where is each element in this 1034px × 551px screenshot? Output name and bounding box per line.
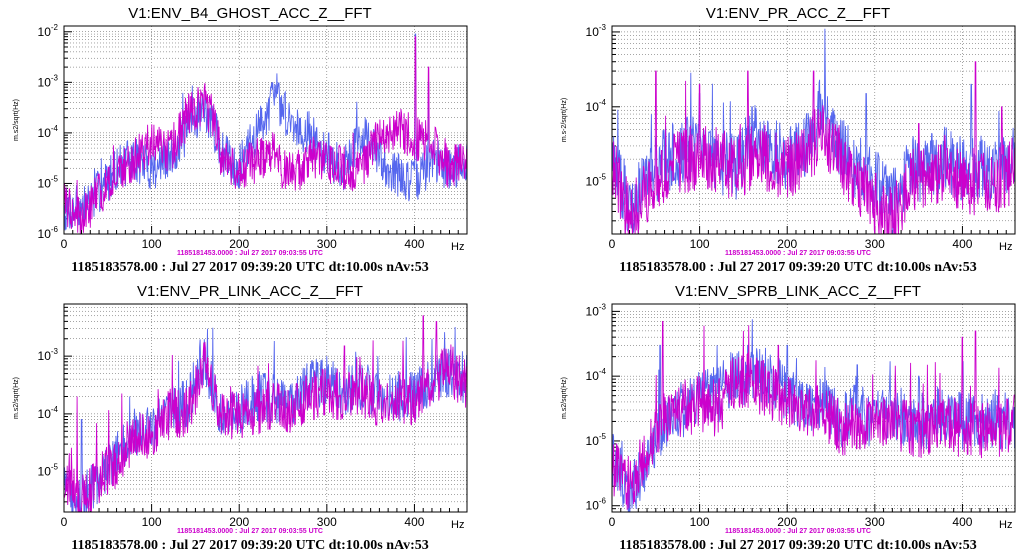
y-tick-label: 10-3: [38, 73, 59, 89]
x-tick-label: 200: [777, 237, 797, 251]
reference-timestamp: 1185181453.0000 : Jul 27 2017 09:03:55 U…: [177, 528, 323, 535]
y-tick-label: 10-5: [38, 463, 59, 479]
x-tick-label: 0: [61, 237, 68, 251]
reference-timestamp: 1185181453.0000 : Jul 27 2017 09:03:55 U…: [725, 250, 871, 257]
chart-svg: V1:ENV_PR_ACC_Z__FFT m.s-2/sqrt(Hz) 10-5 10…: [561, 5, 1016, 275]
current-trace: [64, 326, 467, 512]
y-axis-label: m.s2/sqrt(Hz): [13, 377, 20, 419]
x-tick-label: 0: [61, 515, 68, 529]
x-tick-label: 100: [142, 237, 162, 251]
x-tick-label: 100: [690, 515, 710, 529]
current-trace: [612, 319, 1015, 512]
x-tick-label: 400: [952, 515, 972, 529]
x-tick-label: 400: [952, 237, 972, 251]
x-tick-label: 200: [229, 237, 249, 251]
chart-title: V1:ENV_SPRB_LINK_ACC_Z__FFT: [675, 283, 921, 300]
x-tick-label: 300: [865, 515, 885, 529]
chart-title: V1:ENV_PR_ACC_Z__FFT: [706, 5, 890, 22]
chart-title: V1:ENV_PR_LINK_ACC_Z__FFT: [137, 283, 363, 300]
chart-panel-sprb-link: V1:ENV_SPRB_LINK_ACC_Z__FFT m.s2/sqrt(Hz)…: [548, 278, 1034, 551]
measurement-footer: 1185183578.00 : Jul 27 2017 09:39:20 UTC…: [71, 260, 429, 275]
reference-trace: [612, 61, 1015, 234]
x-tick-label: 200: [229, 515, 249, 529]
reference-trace: [64, 36, 467, 234]
x-axis-unit: Hz: [999, 241, 1012, 253]
x-tick-label: 0: [609, 515, 616, 529]
y-axis-label: m.s2/sqrt(Hz): [561, 377, 568, 419]
reference-trace: [612, 320, 1015, 510]
chart-panel-b4-ghost: V1:ENV_B4_GHOST_ACC_Z__FFT m.s2/sqrt(Hz) 1…: [0, 0, 500, 275]
x-axis-unit: Hz: [451, 519, 464, 531]
y-tick-label: 10-4: [38, 405, 59, 421]
x-tick-label: 0: [609, 237, 616, 251]
x-tick-label: 400: [404, 237, 424, 251]
y-tick-label: 10-4: [586, 98, 607, 114]
x-tick-label: 200: [777, 515, 797, 529]
y-tick-label: 10-5: [38, 174, 59, 190]
y-tick-label: 10-3: [586, 23, 607, 39]
y-tick-label: 10-5: [586, 432, 607, 448]
y-tick-label: 10-4: [38, 124, 59, 140]
y-tick-label: 10-4: [586, 367, 607, 383]
measurement-footer: 1185183578.00 : Jul 27 2017 09:39:20 UTC…: [71, 538, 429, 551]
x-tick-label: 300: [317, 237, 337, 251]
chart-svg: V1:ENV_B4_GHOST_ACC_Z__FFT m.s2/sqrt(Hz) 1…: [13, 5, 468, 275]
chart-svg: V1:ENV_PR_LINK_ACC_Z__FFT m.s2/sqrt(Hz) 10…: [13, 283, 468, 551]
y-tick-label: 10-2: [38, 23, 59, 39]
y-tick-label: 10-5: [586, 173, 607, 189]
current-trace: [64, 33, 467, 231]
y-axis-label: m.s-2/sqrt(Hz): [561, 98, 568, 142]
plot-frame: [63, 25, 468, 235]
x-tick-label: 400: [404, 515, 424, 529]
y-axis-label: m.s2/sqrt(Hz): [13, 99, 20, 141]
x-tick-label: 100: [690, 237, 710, 251]
plot-frame: [611, 303, 1016, 513]
x-tick-label: 300: [865, 237, 885, 251]
reference-timestamp: 1185181453.0000 : Jul 27 2017 09:03:55 U…: [725, 528, 871, 535]
chart-title: V1:ENV_B4_GHOST_ACC_Z__FFT: [128, 5, 371, 22]
y-tick-label: 10-6: [38, 225, 59, 241]
x-axis-unit: Hz: [999, 519, 1012, 531]
y-tick-label: 10-3: [586, 302, 607, 318]
x-tick-label: 100: [142, 515, 162, 529]
y-tick-label: 10-3: [38, 347, 59, 363]
plot-frame: [63, 303, 468, 513]
measurement-footer: 1185183578.00 : Jul 27 2017 09:39:20 UTC…: [619, 538, 977, 551]
chart-panel-pr-link: V1:ENV_PR_LINK_ACC_Z__FFT m.s2/sqrt(Hz) 10…: [0, 278, 500, 551]
measurement-footer: 1185183578.00 : Jul 27 2017 09:39:20 UTC…: [619, 260, 977, 275]
x-tick-label: 300: [317, 515, 337, 529]
reference-trace: [64, 315, 467, 512]
plot-frame: [611, 25, 1016, 235]
chart-svg: V1:ENV_SPRB_LINK_ACC_Z__FFT m.s2/sqrt(Hz)…: [561, 283, 1016, 551]
reference-timestamp: 1185181453.0000 : Jul 27 2017 09:03:55 U…: [177, 250, 323, 257]
x-axis-unit: Hz: [451, 241, 464, 253]
chart-panel-pr: V1:ENV_PR_ACC_Z__FFT m.s-2/sqrt(Hz) 10-5 10…: [548, 0, 1034, 275]
y-tick-label: 10-6: [586, 497, 607, 513]
